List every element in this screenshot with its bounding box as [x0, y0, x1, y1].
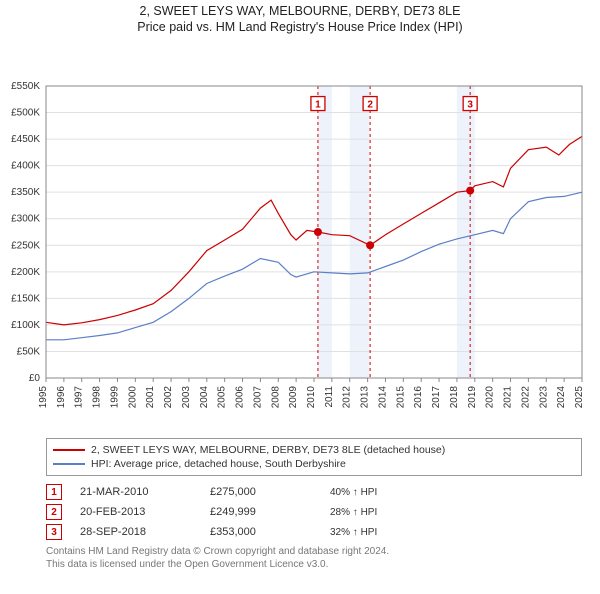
svg-text:2014: 2014 [377, 386, 388, 409]
event-price-1: £275,000 [210, 486, 330, 498]
legend-item-property: 2, SWEET LEYS WAY, MELBOURNE, DERBY, DE7… [53, 443, 575, 457]
svg-text:£150K: £150K [11, 293, 40, 304]
legend-item-hpi: HPI: Average price, detached house, Sout… [53, 457, 575, 471]
legend-swatch-hpi [53, 463, 85, 465]
svg-text:1998: 1998 [92, 386, 103, 409]
event-row-2: 2 20-FEB-2013 £249,999 28% ↑ HPI [46, 502, 582, 522]
svg-text:£300K: £300K [11, 214, 40, 225]
event-marker-2: 2 [46, 504, 62, 520]
svg-text:£50K: £50K [17, 346, 41, 357]
event-marker-1: 1 [46, 484, 62, 500]
svg-text:2017: 2017 [431, 386, 442, 409]
event-delta-1: 40% ↑ HPI [330, 487, 377, 498]
legend-swatch-property [53, 449, 85, 451]
legend-label-hpi: HPI: Average price, detached house, Sout… [91, 458, 346, 470]
svg-text:2010: 2010 [306, 386, 317, 409]
svg-text:£100K: £100K [11, 320, 40, 331]
svg-text:£400K: £400K [11, 161, 40, 172]
svg-text:1997: 1997 [74, 386, 85, 409]
svg-text:2025: 2025 [574, 386, 585, 409]
svg-text:2022: 2022 [520, 386, 531, 409]
svg-text:2004: 2004 [199, 386, 210, 409]
legend: 2, SWEET LEYS WAY, MELBOURNE, DERBY, DE7… [46, 438, 582, 476]
event-date-2: 20-FEB-2013 [80, 506, 210, 518]
footnote-line2: This data is licensed under the Open Gov… [46, 559, 328, 570]
chart-title: 2, SWEET LEYS WAY, MELBOURNE, DERBY, DE7… [0, 4, 600, 34]
svg-text:2021: 2021 [503, 386, 514, 409]
title-line1: 2, SWEET LEYS WAY, MELBOURNE, DERBY, DE7… [0, 4, 600, 18]
event-date-1: 21-MAR-2010 [80, 486, 210, 498]
svg-text:2018: 2018 [449, 386, 460, 409]
event-delta-3: 32% ↑ HPI [330, 527, 377, 538]
svg-text:2006: 2006 [235, 386, 246, 409]
svg-text:£200K: £200K [11, 267, 40, 278]
footnote-line1: Contains HM Land Registry data © Crown c… [46, 546, 389, 557]
footnote: Contains HM Land Registry data © Crown c… [46, 546, 582, 571]
line-chart-svg: £0 £50K £100K £150K £200K £250K £300K £350K £400… [0, 38, 600, 432]
svg-text:2002: 2002 [163, 386, 174, 409]
svg-text:£500K: £500K [11, 108, 40, 119]
svg-text:£250K: £250K [11, 240, 40, 251]
svg-text:2015: 2015 [395, 386, 406, 409]
svg-text:2016: 2016 [413, 386, 424, 409]
svg-text:2008: 2008 [270, 386, 281, 409]
legend-label-property: 2, SWEET LEYS WAY, MELBOURNE, DERBY, DE7… [91, 444, 445, 456]
svg-text:2005: 2005 [217, 386, 228, 409]
svg-text:2: 2 [367, 100, 373, 111]
svg-text:£550K: £550K [11, 81, 40, 92]
event-row-3: 3 28-SEP-2018 £353,000 32% ↑ HPI [46, 522, 582, 542]
svg-text:2011: 2011 [324, 386, 335, 408]
svg-text:2020: 2020 [485, 386, 496, 409]
svg-text:1995: 1995 [38, 386, 49, 409]
svg-text:2003: 2003 [181, 386, 192, 409]
svg-text:2009: 2009 [288, 386, 299, 409]
svg-text:£0: £0 [29, 373, 41, 384]
svg-text:1996: 1996 [56, 386, 67, 409]
event-date-3: 28-SEP-2018 [80, 526, 210, 538]
svg-text:£350K: £350K [11, 187, 40, 198]
title-line2: Price paid vs. HM Land Registry's House … [0, 20, 600, 34]
event-marker-3: 3 [46, 524, 62, 540]
event-price-3: £353,000 [210, 526, 330, 538]
event-delta-2: 28% ↑ HPI [330, 507, 377, 518]
svg-text:2012: 2012 [342, 386, 353, 409]
svg-text:2000: 2000 [127, 386, 138, 409]
event-row-1: 1 21-MAR-2010 £275,000 40% ↑ HPI [46, 482, 582, 502]
svg-text:3: 3 [467, 100, 473, 111]
event-price-2: £249,999 [210, 506, 330, 518]
price-vs-hpi-chart: 2, SWEET LEYS WAY, MELBOURNE, DERBY, DE7… [0, 4, 600, 594]
event-table: 1 21-MAR-2010 £275,000 40% ↑ HPI 2 20-FE… [46, 482, 582, 542]
svg-text:£450K: £450K [11, 134, 40, 145]
svg-text:2013: 2013 [360, 386, 371, 409]
svg-text:1999: 1999 [109, 386, 120, 409]
svg-text:2001: 2001 [145, 386, 156, 409]
svg-text:2023: 2023 [538, 386, 549, 409]
svg-text:2019: 2019 [467, 386, 478, 409]
svg-text:2024: 2024 [556, 386, 567, 409]
svg-text:2007: 2007 [252, 386, 263, 409]
svg-text:1: 1 [315, 100, 321, 111]
